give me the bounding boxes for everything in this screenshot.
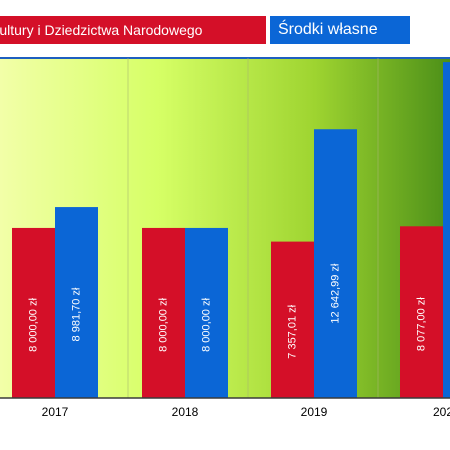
- legend-item-series-1: Kultury i Dziedzictwa Narodowego: [0, 16, 266, 44]
- data-label-series-1-2019: 7 357,01 zł: [286, 304, 298, 358]
- bar-series-2-2020: [443, 62, 450, 398]
- data-labels: 8 000,00 zł 8 000,00 zł 7 357,01 zł 8 077,0…: [27, 263, 427, 359]
- data-label-series-1-2020: 8 077,00 zł: [415, 297, 427, 351]
- x-axis-ticks: 2017 2018 2019 202: [42, 405, 450, 419]
- legend-label-series-2: Środki własne: [278, 21, 378, 38]
- bar-series-1-2018: [142, 227, 185, 398]
- bar-series-2-2018: [185, 227, 228, 398]
- x-tick-label: 2018: [172, 405, 199, 419]
- data-label-series-2-2017: 8 981,70 zł: [70, 287, 82, 341]
- legend-label-series-1: Kultury i Dziedzictwa Narodowego: [0, 22, 203, 38]
- bars: [12, 62, 450, 398]
- data-label-series-1-2018: 8 000,00 zł: [157, 298, 169, 352]
- gridlines: [127, 58, 379, 398]
- x-tick-label: 202: [433, 405, 450, 419]
- data-label-series-2-2018: 8 000,00 zł: [200, 298, 212, 352]
- data-label-series-2-2019: 12 642,99 zł: [329, 263, 341, 323]
- bar-series-2-2019: [314, 129, 357, 398]
- bar-series-1-2017: [12, 227, 55, 398]
- bar-series-1-2020: [400, 226, 443, 398]
- data-label-series-1-2017: 8 000,00 zł: [27, 298, 39, 352]
- bar-series-1-2019: [271, 241, 314, 398]
- x-tick-label: 2019: [301, 405, 328, 419]
- bar-series-2-2017: [55, 207, 98, 398]
- legend-item-series-2: Środki własne: [270, 16, 410, 44]
- x-tick-label: 2017: [42, 405, 69, 419]
